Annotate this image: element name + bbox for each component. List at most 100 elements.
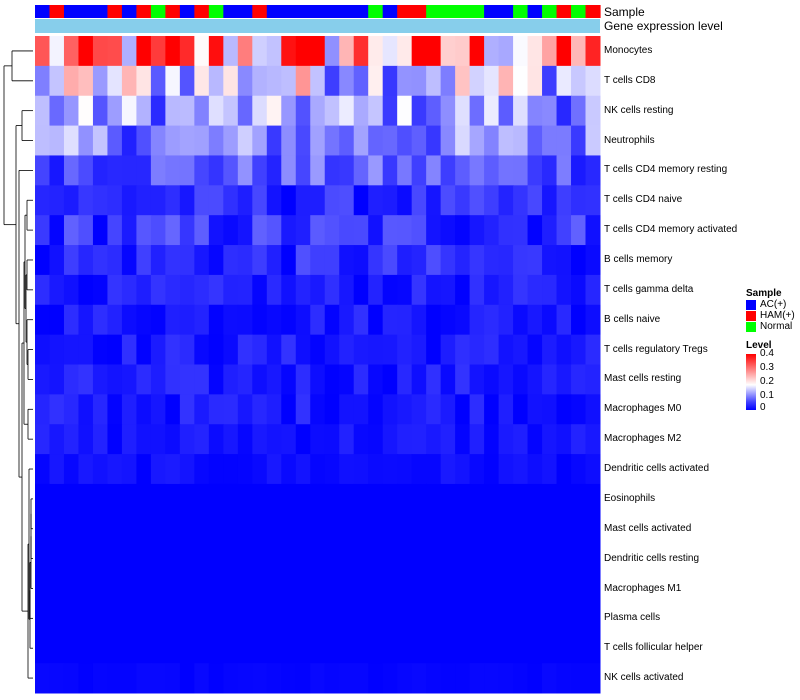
cell-r9-c12 — [194, 274, 210, 306]
cell-r12-c20 — [310, 364, 326, 395]
cell-r6-c18 — [281, 185, 297, 216]
cell-r14-c18 — [281, 424, 297, 455]
cell-r16-c31 — [469, 483, 485, 515]
cell-r4-c5 — [92, 125, 108, 156]
cell-r11-c39 — [585, 334, 601, 365]
cell-r18-c14 — [223, 543, 239, 575]
cell-r12-c5 — [92, 364, 108, 395]
cell-r20-c7 — [121, 603, 137, 634]
cell-r4-c34 — [513, 125, 529, 156]
cell-r20-c32 — [484, 603, 500, 634]
legend-item-ham: HAM(+) — [746, 310, 795, 321]
cell-r4-c27 — [411, 125, 427, 156]
cell-r13-c37 — [556, 394, 572, 425]
cell-r2-c2 — [49, 65, 65, 97]
cell-r20-c3 — [63, 603, 79, 634]
cell-r18-c13 — [208, 543, 224, 575]
cell-r5-c37 — [556, 155, 572, 186]
cell-r3-c33 — [498, 95, 514, 127]
cell-r3-c12 — [194, 95, 210, 127]
cell-r8-c20 — [310, 245, 326, 276]
cell-r5-c38 — [571, 155, 587, 186]
cell-r18-c4 — [78, 543, 94, 575]
cell-r14-c22 — [339, 424, 355, 455]
cell-r22-c3 — [63, 663, 79, 694]
cell-r17-c8 — [136, 513, 152, 545]
cell-r5-c17 — [266, 155, 282, 186]
cell-r13-c9 — [150, 394, 166, 425]
cell-r13-c36 — [542, 394, 558, 425]
cell-r18-c8 — [136, 543, 152, 575]
cell-r9-c6 — [107, 274, 123, 306]
cell-r4-c11 — [179, 125, 195, 156]
cell-r6-c27 — [411, 185, 427, 216]
cell-r11-c5 — [92, 334, 108, 365]
cell-r15-c30 — [455, 454, 471, 485]
cell-r21-c19 — [295, 633, 311, 664]
cell-r1-c6 — [107, 36, 123, 67]
cell-r4-c37 — [556, 125, 572, 156]
cell-r13-c22 — [339, 394, 355, 425]
cell-r9-c25 — [382, 274, 398, 306]
cell-r20-c12 — [194, 603, 210, 634]
level-tick-0.3: 0.3 — [760, 362, 774, 373]
cell-r1-c2 — [49, 36, 65, 67]
cell-r5-c7 — [121, 155, 137, 186]
cell-r6-c11 — [179, 185, 195, 216]
sample-cell-39 — [585, 5, 601, 18]
sample-cell-5 — [92, 5, 109, 18]
cell-r5-c14 — [223, 155, 239, 186]
cell-r3-c8 — [136, 95, 152, 127]
cell-r21-c33 — [498, 633, 514, 664]
sample-cell-28 — [426, 5, 442, 18]
cell-r15-c29 — [440, 454, 456, 485]
cell-r14-c35 — [527, 424, 543, 455]
cell-r20-c20 — [310, 603, 326, 634]
sample-cell-27 — [411, 5, 427, 18]
legend-swatch-normal — [746, 321, 756, 332]
cell-r8-c4 — [78, 245, 94, 276]
cell-r12-c6 — [107, 364, 123, 395]
cell-r10-c21 — [324, 304, 340, 336]
cell-r5-c34 — [513, 155, 529, 186]
cell-r6-c3 — [63, 185, 79, 216]
cell-r16-c9 — [150, 483, 166, 515]
cell-r4-c10 — [165, 125, 181, 156]
cell-r9-c4 — [78, 274, 94, 306]
cell-r14-c4 — [78, 424, 94, 455]
cell-r8-c38 — [571, 245, 587, 276]
cell-r21-c3 — [63, 633, 79, 664]
cell-r4-c31 — [469, 125, 485, 156]
cell-r5-c22 — [339, 155, 355, 186]
cell-r15-c24 — [368, 454, 384, 485]
cell-r8-c17 — [266, 245, 282, 276]
cell-r13-c5 — [92, 394, 108, 425]
cell-r6-c32 — [484, 185, 500, 216]
cell-r5-c23 — [353, 155, 369, 186]
cell-r9-c7 — [121, 274, 137, 306]
cell-r11-c13 — [208, 334, 224, 365]
cell-r9-c33 — [498, 274, 514, 306]
cell-r16-c10 — [165, 483, 181, 515]
cell-r9-c35 — [527, 274, 543, 306]
cell-r2-c35 — [527, 65, 543, 97]
cell-r17-c13 — [208, 513, 224, 545]
cell-r14-c38 — [571, 424, 587, 455]
cell-r2-c29 — [440, 65, 456, 97]
cell-r19-c31 — [469, 573, 485, 604]
cell-r11-c26 — [397, 334, 413, 365]
cell-r22-c27 — [411, 663, 427, 694]
cell-r7-c6 — [107, 215, 123, 246]
cell-r18-c32 — [484, 543, 500, 575]
cell-r21-c16 — [252, 633, 268, 664]
cell-r15-c4 — [78, 454, 94, 485]
cell-r8-c33 — [498, 245, 514, 276]
cell-r7-c22 — [339, 215, 355, 246]
cell-r14-c23 — [353, 424, 369, 455]
cell-r8-c36 — [542, 245, 558, 276]
row-label-10: B cells naive — [604, 313, 661, 325]
cell-r19-c26 — [397, 573, 413, 604]
cell-r9-c16 — [252, 274, 268, 306]
cell-r7-c24 — [368, 215, 384, 246]
cell-r19-c32 — [484, 573, 500, 604]
